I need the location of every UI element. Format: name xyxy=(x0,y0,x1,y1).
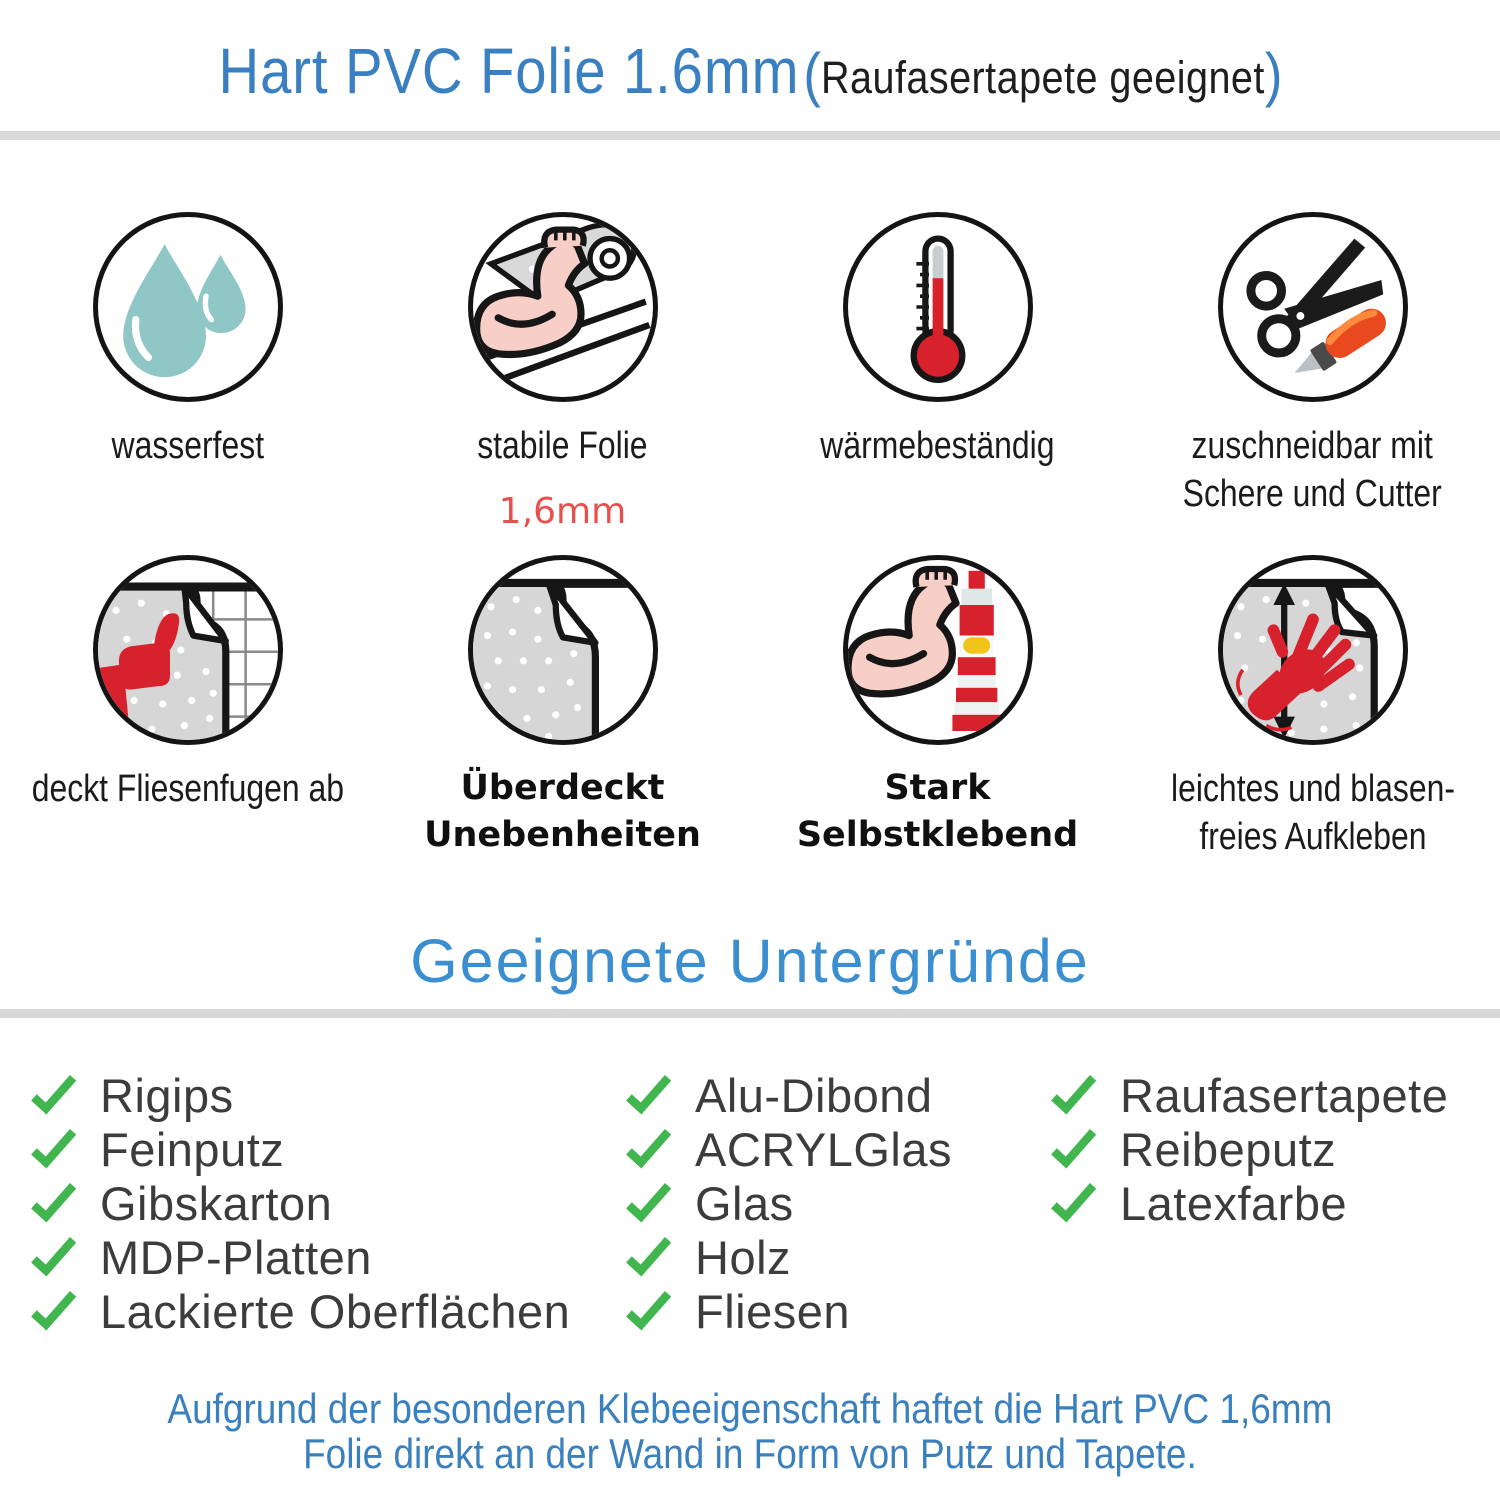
feature-cuttable: zuschneidbar mit Schere und Cutter xyxy=(1125,212,1500,555)
feature-label: zuschneidbar mit xyxy=(1191,425,1434,467)
list-item: Glas xyxy=(625,1176,952,1230)
thumb-up-tiles-icon xyxy=(92,555,283,745)
divider-top xyxy=(0,131,1500,140)
feature-label: deckt Fliesenfugen ab xyxy=(31,768,344,810)
water-drops-icon xyxy=(92,212,283,402)
check-icon xyxy=(31,1290,77,1331)
feature-label-line2: Selbstklebend xyxy=(796,815,1079,855)
feature-label: stabile Folie xyxy=(477,425,648,467)
feature-heat-resistant: wärmebeständig xyxy=(750,212,1125,555)
feature-label: wasserfest xyxy=(111,425,264,467)
foil-cover-icon xyxy=(467,555,658,745)
feature-label-line2: Unebenheiten xyxy=(424,815,701,855)
feature-covers-tile-joints: deckt Fliesenfugen ab xyxy=(0,555,375,898)
list-item: Holz xyxy=(625,1230,952,1284)
feature-label: wärmebeständig xyxy=(820,425,1055,467)
check-icon xyxy=(626,1128,672,1169)
feature-label: Stark xyxy=(884,768,991,808)
hand-smoothing-icon xyxy=(1217,555,1408,745)
list-item: Reibeputz xyxy=(1050,1122,1448,1176)
surface-label: Raufasertapete xyxy=(1120,1068,1449,1122)
surface-label: Gibskarton xyxy=(100,1176,333,1230)
surface-label: ACRYLGlas xyxy=(695,1122,953,1176)
check-icon xyxy=(1051,1128,1097,1169)
feature-bubble-free: leichtes und blasen- freies Aufkleben xyxy=(1125,555,1500,898)
footer-line1: Aufgrund der besonderen Klebeeigenschaft… xyxy=(167,1385,1333,1432)
surface-label: Rigips xyxy=(100,1068,234,1122)
divider-middle xyxy=(0,1009,1500,1018)
page-title: Hart PVC Folie 1.6mm (Raufasertapete gee… xyxy=(0,34,1500,109)
scissors-cutter-icon xyxy=(1217,212,1408,402)
feature-label: leichtes und blasen- xyxy=(1170,768,1455,810)
check-icon xyxy=(1051,1182,1097,1223)
check-icon xyxy=(31,1074,77,1115)
check-icon xyxy=(1051,1074,1097,1115)
list-item: Raufasertapete xyxy=(1050,1068,1448,1122)
feature-grid: wasserfest stabile Folie 1,6mm xyxy=(0,212,1500,898)
surface-label: Lackierte Oberflächen xyxy=(100,1284,571,1338)
feature-covers-unevenness: Überdeckt Unebenheiten xyxy=(375,555,750,898)
check-icon xyxy=(626,1182,672,1223)
list-item: ACRYLGlas xyxy=(625,1122,952,1176)
check-icon xyxy=(31,1182,77,1223)
surface-label: Holz xyxy=(695,1230,792,1284)
list-item: Gibskarton xyxy=(30,1176,570,1230)
check-icon xyxy=(626,1290,672,1331)
check-icon xyxy=(31,1128,77,1169)
strong-arm-foil-icon xyxy=(467,212,658,402)
surface-label: Latexfarbe xyxy=(1120,1176,1348,1230)
feature-stable-foil: stabile Folie 1,6mm xyxy=(375,212,750,555)
check-icon xyxy=(31,1236,77,1277)
surface-label: Feinputz xyxy=(100,1122,285,1176)
surface-label: MDP-Platten xyxy=(100,1230,372,1284)
thermometer-icon xyxy=(842,212,1033,402)
footer-note: Aufgrund der besonderen Klebeeigenschaft… xyxy=(0,1386,1500,1476)
surfaces-column-3: Raufasertapete Reibeputz Latexfarbe xyxy=(1050,1068,1448,1230)
feature-label-line2: freies Aufkleben xyxy=(1198,816,1427,858)
feature-label-line2: Schere und Cutter xyxy=(1182,473,1443,515)
title-main: Hart PVC Folie 1.6mm xyxy=(218,35,799,107)
check-icon xyxy=(626,1236,672,1277)
surface-label: Glas xyxy=(695,1176,794,1230)
list-item: Rigips xyxy=(30,1068,570,1122)
feature-self-adhesive: Stark Selbstklebend xyxy=(750,555,1125,898)
list-item: Feinputz xyxy=(30,1122,570,1176)
feature-label: Überdeckt xyxy=(460,768,665,808)
surface-label: Reibeputz xyxy=(1120,1122,1337,1176)
strong-arm-glue-icon xyxy=(842,555,1033,745)
list-item: Lackierte Oberflächen xyxy=(30,1284,570,1338)
surfaces-column-1: Rigips Feinputz Gibskarton MDP-Platten L… xyxy=(30,1068,570,1338)
footer-line2: Folie direkt an der Wand in Form von Put… xyxy=(303,1430,1197,1477)
check-icon xyxy=(626,1074,672,1115)
surfaces-heading: Geeignete Untergründe xyxy=(410,927,1090,995)
title-paren-close: ) xyxy=(1264,41,1282,108)
title-note: Raufasertapete geeignet xyxy=(820,52,1265,103)
surfaces-column-2: Alu-Dibond ACRYLGlas Glas Holz Fliesen xyxy=(625,1068,952,1338)
thickness-value: 1,6mm xyxy=(498,491,627,532)
feature-waterproof: wasserfest xyxy=(0,212,375,555)
list-item: MDP-Platten xyxy=(30,1230,570,1284)
list-item: Latexfarbe xyxy=(1050,1176,1448,1230)
list-item: Fliesen xyxy=(625,1284,952,1338)
list-item: Alu-Dibond xyxy=(625,1068,952,1122)
title-paren-open: ( xyxy=(802,41,821,108)
surface-label: Alu-Dibond xyxy=(695,1068,933,1122)
surface-label: Fliesen xyxy=(695,1284,851,1338)
